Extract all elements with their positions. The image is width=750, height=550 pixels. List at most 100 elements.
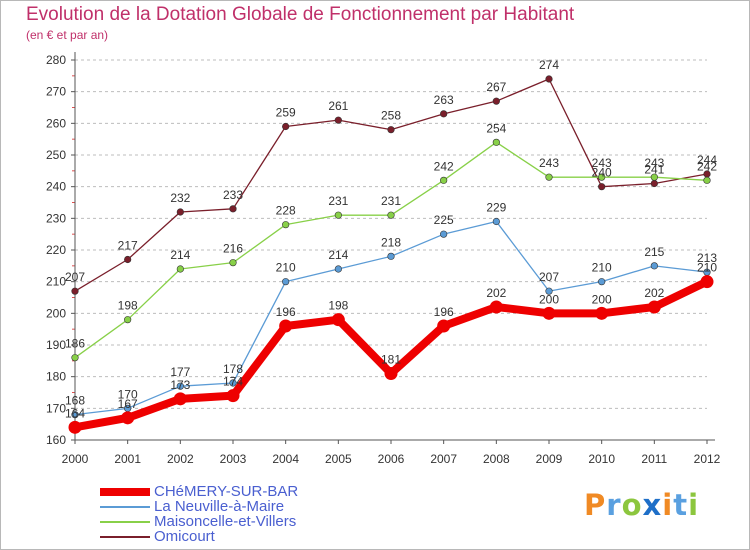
data-point [229,259,237,267]
data-label: 231 [381,194,401,208]
data-label: 177 [170,365,190,379]
data-point [176,208,184,216]
legend-label: La Neuville-à-Maire [154,498,285,515]
data-label: 218 [381,235,401,249]
data-point [437,319,451,333]
data-point [173,392,187,406]
data-point [282,278,290,286]
legend-label: Omicourt [154,528,215,545]
data-point [331,313,345,327]
legend-swatch [100,521,150,523]
y-tick-label: 200 [46,306,66,320]
data-label: 243 [644,156,664,170]
legend-swatch [100,488,150,496]
data-label: 231 [328,194,348,208]
data-label: 170 [118,387,138,401]
data-point [440,230,448,238]
y-tick-label: 260 [46,116,66,130]
x-tick-label: 2005 [325,452,352,466]
data-label: 196 [434,305,454,319]
data-label: 210 [697,261,717,275]
data-point [387,126,395,134]
y-tick-label: 250 [46,148,66,162]
y-tick-label: 180 [46,370,66,384]
logo-letter: o [621,488,643,522]
data-point [71,411,79,419]
data-point [703,176,711,184]
x-tick-label: 2004 [272,452,299,466]
y-tick-label: 220 [46,243,66,257]
data-point [542,306,556,320]
data-label: 215 [644,245,664,259]
legend-swatch [100,536,150,538]
logo-letter: P [584,488,607,522]
data-point [489,300,503,314]
logo-letter: r [606,488,622,522]
data-label: 200 [539,292,559,306]
data-label: 173 [170,378,190,392]
y-tick-label: 240 [46,180,66,194]
data-point [492,138,500,146]
data-label: 263 [434,93,454,107]
data-label: 196 [276,305,296,319]
legend-label: CHéMERY-SUR-BAR [154,483,299,500]
data-point [229,379,237,387]
y-tick-label: 210 [46,275,66,289]
data-label: 243 [539,156,559,170]
chart-title: Evolution de la Dotation Globale de Fonc… [26,4,575,25]
data-point [334,116,342,124]
logo-letter: i [662,488,674,522]
data-label: 214 [170,248,190,262]
data-point [492,97,500,105]
data-label: 213 [697,251,717,265]
data-label: 181 [381,353,401,367]
data-label: 229 [486,201,506,215]
data-point [384,367,398,380]
data-point [176,265,184,273]
data-point [229,205,237,213]
series-layer [68,75,714,434]
data-label: 261 [328,99,348,113]
data-point [545,75,553,83]
x-tick-label: 2010 [588,452,615,466]
data-label: 217 [118,239,138,253]
data-label: 259 [276,106,296,120]
data-label: 200 [592,292,612,306]
data-point [282,122,290,131]
data-point [650,173,658,181]
data-point [545,173,553,181]
data-label: 233 [223,188,243,202]
y-tick-label: 280 [46,53,66,67]
logo-letter: t [673,488,689,522]
data-label-layer: 207 217 232 233 259 261 258 263 267 274 240 241 244 1… [65,58,717,420]
data-point [71,287,79,295]
x-tick-label: 2003 [220,452,247,466]
data-point [650,179,658,188]
x-tick-label: 2002 [167,452,194,466]
data-label: 178 [223,362,243,376]
data-point [282,221,290,229]
data-point [387,252,395,260]
data-label: 198 [328,299,348,313]
data-label: 242 [697,159,717,173]
data-label: 225 [434,213,454,227]
data-point [595,306,609,320]
data-label: 244 [697,153,717,167]
x-tick-label: 2012 [694,452,721,466]
data-label: 216 [223,242,243,256]
data-label: 243 [592,156,612,170]
data-label: 207 [539,270,559,284]
data-point [545,287,553,295]
data-label: 242 [434,159,454,173]
y-tick-label: 170 [46,401,66,415]
data-label: 210 [276,261,296,275]
data-point [71,354,79,362]
y-tick-label: 270 [46,85,66,99]
data-point [68,420,82,434]
data-point [598,173,606,181]
data-label: 228 [276,204,296,218]
data-label: 198 [118,299,138,313]
data-label: 254 [486,121,506,135]
data-label: 202 [486,286,506,300]
data-label: 202 [644,286,664,300]
